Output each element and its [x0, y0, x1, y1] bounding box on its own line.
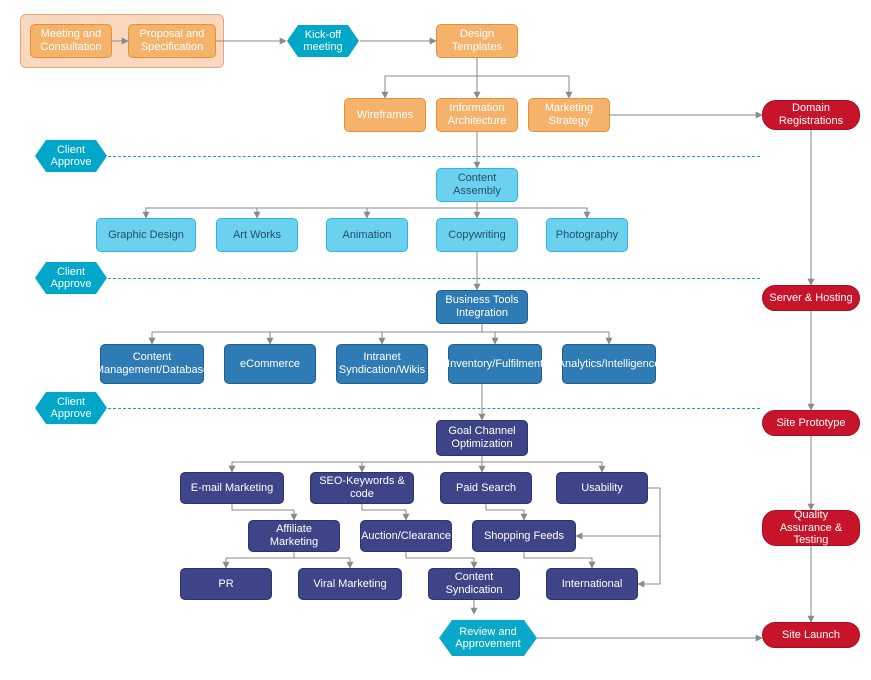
node-approve3: Client Approve	[46, 392, 96, 424]
dash-3	[108, 408, 760, 409]
edge-goal-seo	[362, 456, 482, 472]
node-cms: Content Management/Database	[100, 344, 204, 384]
edge-affiliate-viral	[294, 552, 350, 568]
dash-1	[108, 156, 760, 157]
node-graphic: Graphic Design	[96, 218, 196, 252]
edge-goal-usability	[482, 456, 602, 472]
edge-biztools-intranet	[382, 324, 482, 344]
node-usability: Usability	[556, 472, 648, 504]
node-mkt_strategy: Marketing Strategy	[528, 98, 610, 132]
node-pr: PR	[180, 568, 272, 600]
node-content_asm: Content Assembly	[436, 168, 518, 202]
node-analytics: Analytics/Intelligence	[562, 344, 656, 384]
edge-feeds-intl	[524, 552, 592, 568]
node-photography: Photography	[546, 218, 628, 252]
node-approve2: Client Approve	[46, 262, 96, 294]
edge-biztools-ecom	[270, 324, 482, 344]
node-label-approve1: Client Approve	[50, 144, 92, 168]
node-affiliate: Affiliate Marketing	[248, 520, 340, 552]
node-label-kickoff: Kick-off meeting	[302, 29, 344, 53]
dash-2	[108, 278, 760, 279]
node-kickoff: Kick-off meeting	[298, 25, 348, 57]
edge-goal-email	[232, 456, 482, 472]
node-goal: Goal Channel Optimization	[436, 420, 528, 456]
node-approve1: Client Approve	[46, 140, 96, 172]
edge-biztools-inventory	[482, 324, 495, 344]
node-animation: Animation	[326, 218, 408, 252]
edge-seo-auction	[362, 504, 406, 520]
node-info_arch: Information Architecture	[436, 98, 518, 132]
node-seo: SEO-Keywords & code	[310, 472, 414, 504]
node-ecom: eCommerce	[224, 344, 316, 384]
node-viral: Viral Marketing	[298, 568, 402, 600]
node-proposal: Proposal and Specification	[128, 24, 216, 58]
node-feeds: Shopping Feeds	[472, 520, 576, 552]
node-qa: Quality Assurance & Testing	[762, 510, 860, 546]
node-syndication: Content Syndication	[428, 568, 520, 600]
node-label-review: Review and Approvement	[455, 626, 520, 650]
edge-design_tpl-mkt_strategy	[477, 58, 569, 98]
node-auction: Auction/Clearance	[360, 520, 452, 552]
edge-design_tpl-wireframes	[385, 58, 477, 98]
edge-email-affiliate	[232, 504, 294, 520]
edge-affiliate-pr	[226, 552, 294, 568]
node-label-approve3: Client Approve	[50, 396, 92, 420]
node-intranet: Intranet Syndication/Wikis	[336, 344, 428, 384]
node-prototype: Site Prototype	[762, 410, 860, 436]
node-biztools: Business Tools Integration	[436, 290, 528, 324]
node-domain: Domain Registrations	[762, 100, 860, 130]
edge-biztools-cms	[152, 324, 482, 344]
node-email: E-mail Marketing	[180, 472, 284, 504]
node-hosting: Server & Hosting	[762, 285, 860, 311]
node-meeting: Meeting and Consultation	[30, 24, 112, 58]
node-paid: Paid Search	[440, 472, 532, 504]
edge-content_asm-animation	[367, 202, 477, 218]
node-label-approve2: Client Approve	[50, 266, 92, 290]
node-review: Review and Approvement	[452, 620, 524, 656]
node-artworks: Art Works	[216, 218, 298, 252]
node-intl: International	[546, 568, 638, 600]
edge-content_asm-photography	[477, 202, 587, 218]
edge-biztools-analytics	[482, 324, 609, 344]
edge-content_asm-artworks	[257, 202, 477, 218]
node-copywriting: Copywriting	[436, 218, 518, 252]
node-wireframes: Wireframes	[344, 98, 426, 132]
edge-auction-syndication	[406, 552, 474, 568]
edge-paid-feeds	[486, 504, 524, 520]
node-inventory: Inventory/Fulfilment	[448, 344, 542, 384]
node-design_tpl: Design Templates	[436, 24, 518, 58]
node-launch: Site Launch	[762, 622, 860, 648]
edge-content_asm-graphic	[146, 202, 477, 218]
